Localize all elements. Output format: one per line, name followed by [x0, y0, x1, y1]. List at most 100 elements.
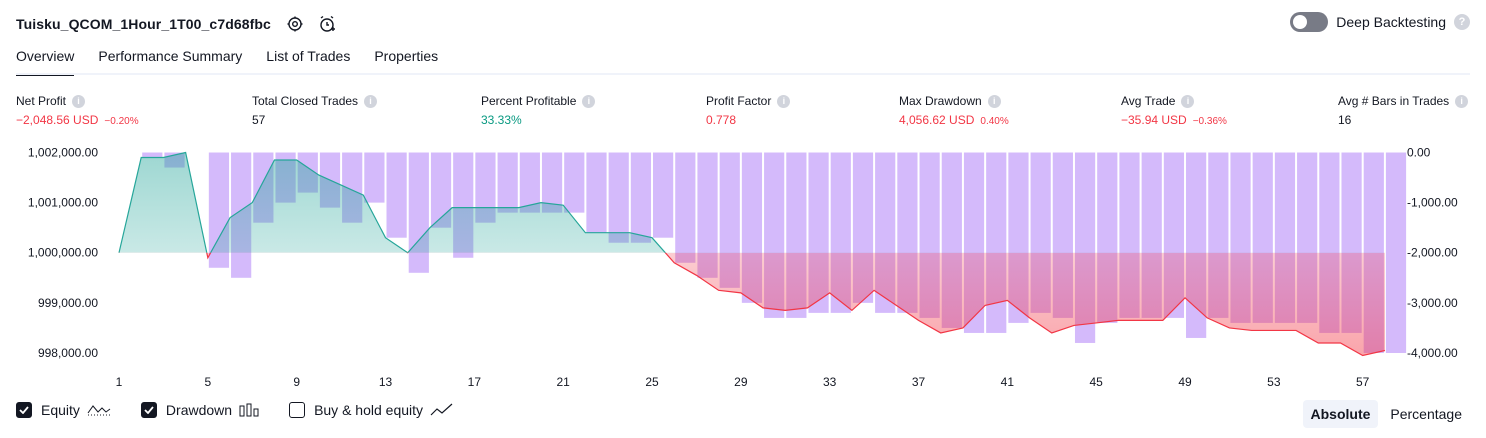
checkbox-checked[interactable] — [16, 402, 32, 418]
metric-net-profit: Net Profit i −2,048.56 USD −0.20% — [16, 93, 139, 127]
legend-label: Equity — [41, 402, 80, 418]
report-tabs: Overview Performance Summary List of Tra… — [16, 42, 462, 76]
x-tick-label: 49 — [1178, 375, 1192, 389]
drawdown-bar — [697, 152, 718, 278]
drawdown-bars-icon — [239, 403, 259, 417]
legend-label: Buy & hold equity — [314, 402, 424, 418]
y-left-tick-label: 999,000.00 — [38, 296, 98, 310]
drawdown-bar — [142, 152, 163, 158]
metric-value: 16 — [1338, 113, 1352, 127]
metric-max-drawdown: Max Drawdown i 4,056.62 USD 0.40% — [899, 93, 1009, 127]
drawdown-bar — [986, 152, 1007, 333]
x-tick-label: 5 — [204, 375, 211, 389]
equity-fill — [119, 152, 1385, 356]
drawdown-bar — [608, 152, 629, 243]
info-icon[interactable]: i — [72, 94, 86, 108]
legend-drawdown[interactable]: Drawdown — [140, 402, 259, 418]
x-tick-label: 37 — [912, 375, 926, 389]
strategy-title: Tuisku_QCOM_1Hour_1T00_c7d68fbc — [16, 16, 271, 32]
equity-area-positive — [119, 152, 666, 253]
drawdown-bar — [675, 152, 696, 263]
deep-backtesting: Deep Backtesting ? — [1290, 12, 1470, 32]
metrics-row: Net Profit i −2,048.56 USD −0.20% Total Cl… — [0, 93, 1486, 133]
metric-value: 57 — [252, 113, 266, 127]
equity-line-icon — [87, 403, 111, 417]
info-icon[interactable]: i — [1455, 94, 1469, 108]
drawdown-bar — [408, 152, 429, 273]
drawdown-bar — [475, 152, 496, 223]
metric-label: Percent Profitable — [481, 94, 577, 108]
info-icon[interactable]: i — [777, 94, 791, 108]
equity-chart[interactable]: 1,002,000.00 1,001,000.00 1,000,000.00 999,… — [0, 140, 1486, 390]
equity-area-negative — [119, 252, 1385, 356]
legend-label: Drawdown — [165, 402, 233, 418]
drawdown-bar — [586, 152, 607, 233]
settings-icon[interactable] — [285, 14, 305, 34]
y-right-tick-label: -3,000.00 — [1407, 296, 1458, 310]
deep-backtesting-toggle[interactable] — [1290, 12, 1329, 32]
y-right-tick-label: -4,000.00 — [1407, 346, 1458, 360]
drawdown-bar — [1385, 152, 1407, 353]
metric-label: Avg # Bars in Trades — [1338, 94, 1450, 108]
drawdown-bar — [541, 152, 563, 213]
legend-equity[interactable]: Equity — [16, 402, 111, 418]
metric-value: 4,056.62 USD — [899, 113, 975, 127]
x-tick-label: 57 — [1356, 375, 1370, 389]
x-tick-label: 33 — [823, 375, 837, 389]
metric-value: −2,048.56 USD — [16, 113, 99, 127]
info-icon[interactable]: i — [987, 94, 1001, 108]
drawdown-bar — [497, 152, 518, 213]
y-left-tick-label: 1,000,000.00 — [28, 246, 98, 260]
deep-backtesting-label: Deep Backtesting — [1336, 14, 1446, 30]
help-icon[interactable]: ? — [1454, 14, 1470, 30]
x-tick-label: 45 — [1090, 375, 1104, 389]
chart-axes: 1,002,000.00 1,001,000.00 1,000,000.00 999,… — [28, 146, 1458, 389]
tab-properties[interactable]: Properties — [374, 48, 439, 64]
strategy-header: Tuisku_QCOM_1Hour_1T00_c7d68fbc — [16, 10, 337, 38]
y-left-tick-label: 998,000.00 — [38, 346, 98, 360]
checkbox-checked[interactable] — [140, 402, 157, 418]
metric-percent-profitable: Percent Profitable i 33.33% — [481, 93, 596, 127]
checkbox-unchecked[interactable] — [289, 402, 306, 418]
equity-line-positive — [118, 151, 667, 253]
y-right-tick-label: -1,000.00 — [1407, 196, 1458, 210]
info-icon[interactable]: i — [364, 94, 378, 108]
drawdown-bar — [386, 152, 407, 238]
x-tick-label: 53 — [1267, 375, 1281, 389]
x-tick-label: 13 — [379, 375, 393, 389]
metric-value: −35.94 USD — [1121, 113, 1187, 127]
metric-avg-bars: Avg # Bars in Trades i 16 — [1338, 93, 1469, 127]
buyhold-line-icon — [430, 403, 454, 417]
add-alert-icon[interactable] — [317, 14, 337, 34]
metric-label: Profit Factor — [706, 94, 772, 108]
x-tick-label: 21 — [556, 375, 570, 389]
y-right-tick-label: 0.00 — [1407, 146, 1431, 160]
legend-buy-hold[interactable]: Buy & hold equity — [289, 402, 454, 418]
metric-label: Total Closed Trades — [252, 94, 359, 108]
y-right-tick-label: -2,000.00 — [1407, 246, 1458, 260]
tab-list-of-trades[interactable]: List of Trades — [266, 48, 351, 64]
mode-percentage[interactable]: Percentage — [1390, 406, 1462, 422]
x-tick-label: 1 — [116, 375, 123, 389]
equity-line-negative — [118, 252, 1386, 357]
metric-profit-factor: Profit Factor i 0.778 — [706, 93, 791, 127]
mode-absolute[interactable]: Absolute — [1302, 400, 1379, 428]
y-left-tick-label: 1,001,000.00 — [28, 196, 98, 210]
tab-overview[interactable]: Overview — [16, 42, 75, 76]
metric-sub-value: −0.36% — [1192, 116, 1227, 127]
equity-line — [118, 151, 1386, 357]
x-tick-label: 25 — [645, 375, 659, 389]
value-mode-switch: Absolute Percentage — [1299, 400, 1471, 428]
drawdown-bar — [564, 152, 585, 213]
info-icon[interactable]: i — [582, 94, 596, 108]
metric-avg-trade: Avg Trade i −35.94 USD −0.36% — [1121, 93, 1227, 127]
metric-sub-value: −0.20% — [104, 116, 139, 127]
tab-performance-summary[interactable]: Performance Summary — [98, 48, 243, 64]
metric-label: Max Drawdown — [899, 94, 982, 108]
y-left-tick-label: 1,002,000.00 — [28, 146, 98, 160]
x-tick-label: 29 — [734, 375, 748, 389]
info-icon[interactable]: i — [1181, 94, 1195, 108]
x-tick-label: 9 — [293, 375, 300, 389]
metric-total-closed-trades: Total Closed Trades i 57 — [252, 93, 378, 127]
drawdown-bar — [630, 152, 652, 243]
